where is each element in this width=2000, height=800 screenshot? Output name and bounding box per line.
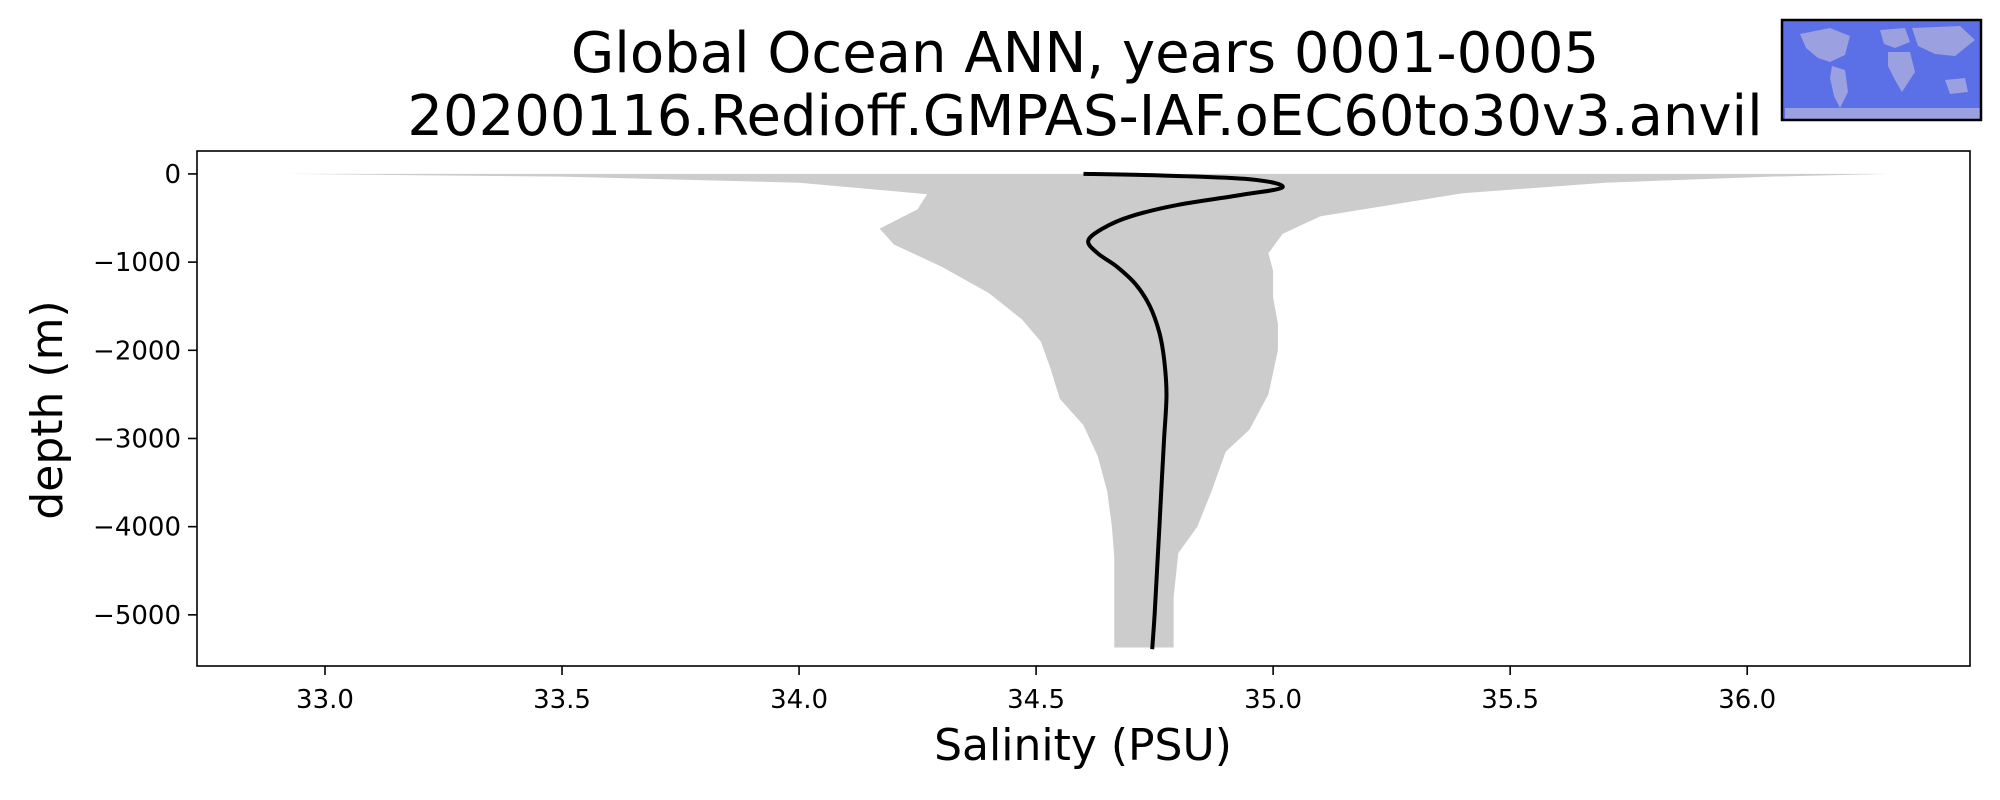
inset-map-land [1945, 78, 1968, 94]
x-tick-label: 33.0 [296, 685, 354, 715]
y-tick-label: −1000 [93, 248, 181, 278]
x-tick-label: 34.5 [1007, 685, 1065, 715]
x-axis-label: Salinity (PSU) [934, 720, 1232, 771]
x-tick-label: 35.0 [1244, 685, 1302, 715]
inset-map-land [1800, 28, 1850, 62]
y-tick-label: −2000 [93, 336, 181, 366]
inset-map [1780, 18, 1983, 122]
plot-area [287, 171, 1890, 650]
x-axis-ticks: 33.0 33.5 34.0 34.5 35.0 35.5 36.0 [296, 666, 1776, 715]
y-axis-label: depth (m) [22, 300, 73, 519]
y-tick-label: 0 [164, 160, 181, 190]
axes-frame [196, 150, 1971, 667]
y-axis-ticks: 0 −1000 −2000 −3000 −4000 −5000 [93, 160, 197, 631]
x-tick-label: 35.5 [1481, 685, 1539, 715]
inset-map-land [1880, 28, 1910, 48]
y-tick-label: −3000 [93, 424, 181, 454]
inset-map-frame [1780, 18, 1983, 122]
y-tick-label: −5000 [93, 601, 181, 631]
y-tick-label: −4000 [93, 513, 181, 543]
x-tick-label: 36.0 [1718, 685, 1776, 715]
inset-map-land [1888, 52, 1915, 92]
chart-title: Global Ocean ANN, years 0001-0005 [571, 21, 1599, 86]
x-tick-label: 33.5 [533, 685, 591, 715]
inset-map-land [1785, 108, 1980, 120]
mean-salinity-line [1083, 171, 1285, 650]
salinity-range-envelope [287, 173, 1890, 648]
chart-subtitle: 20200116.Redioff.GMPAS-IAF.oEC60to30v3.a… [407, 84, 1762, 149]
inset-map-land [1912, 26, 1975, 56]
x-tick-label: 34.0 [770, 685, 828, 715]
inset-map-land [1830, 66, 1848, 108]
